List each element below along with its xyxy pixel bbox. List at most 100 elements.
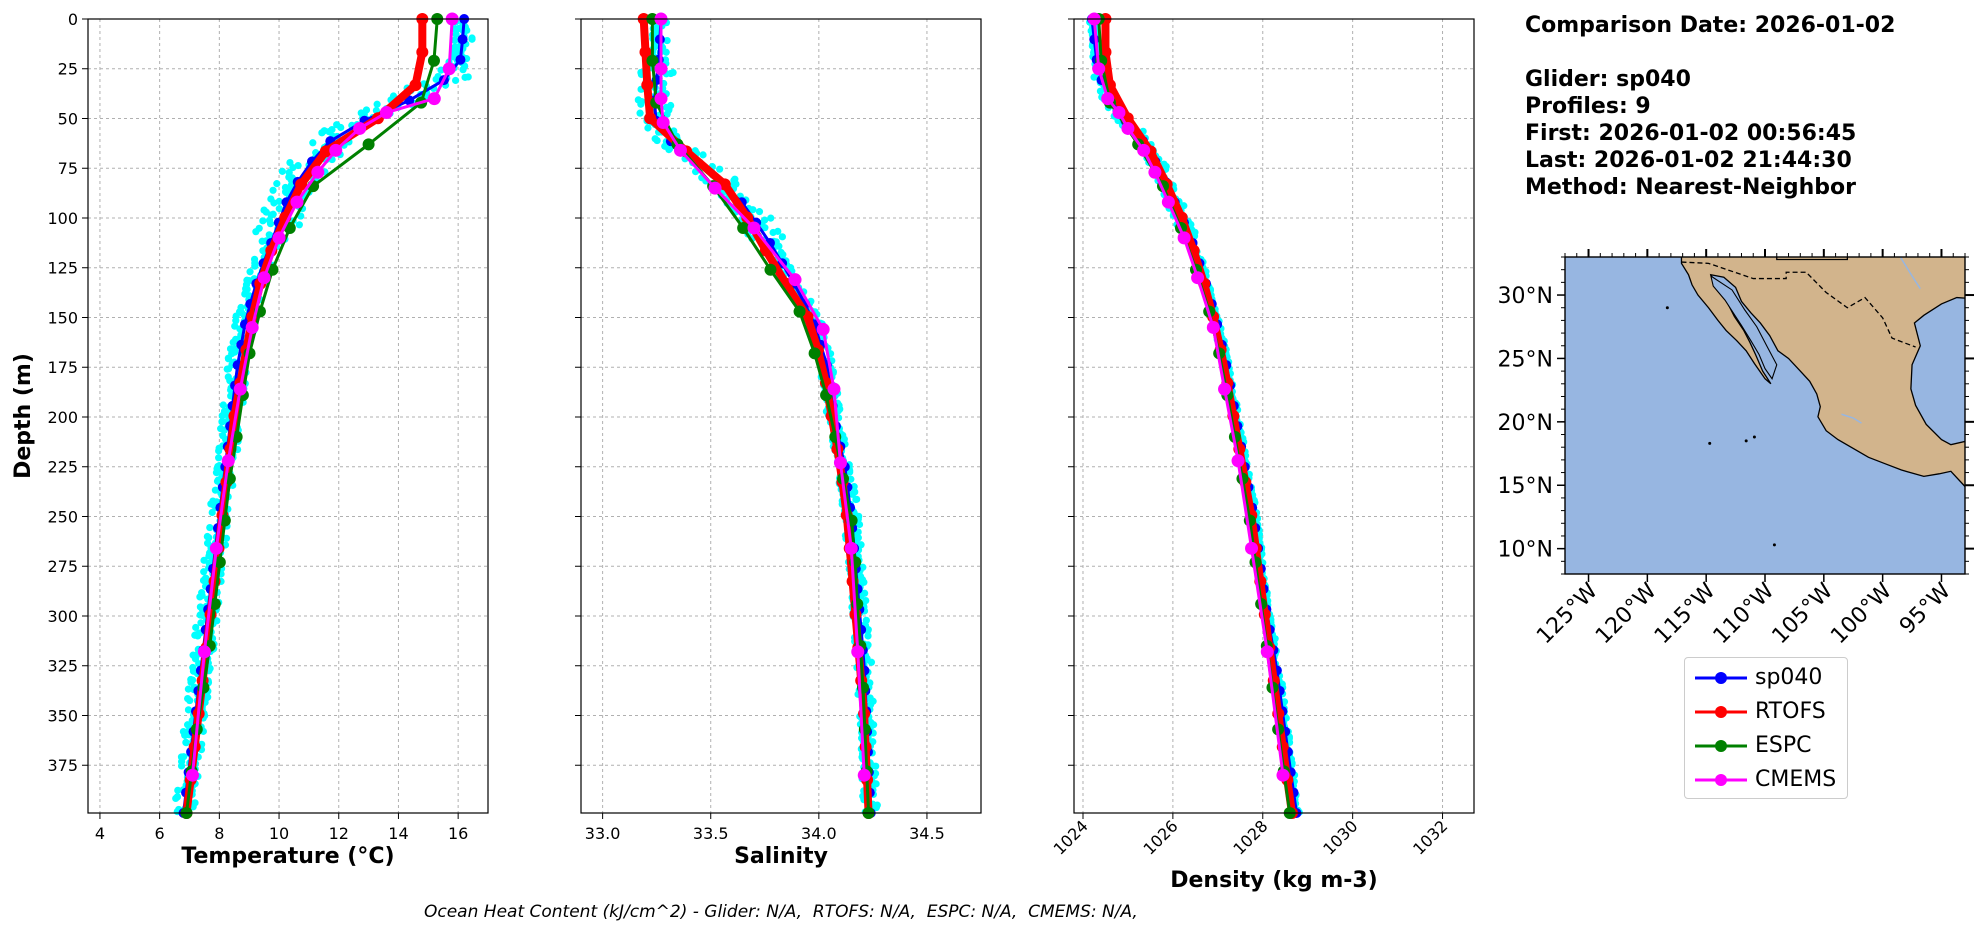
y-axis-label: Depth (m) xyxy=(11,353,36,479)
glider-raw-point xyxy=(452,30,460,38)
series-point xyxy=(737,221,750,234)
axes-frame xyxy=(1073,18,1475,814)
glider-raw-point xyxy=(258,237,266,245)
series-point xyxy=(427,54,440,67)
comparison-date: Comparison Date: 2026-01-02 xyxy=(1525,13,1896,38)
y-tick-label: 50 xyxy=(58,109,78,128)
glider-raw-point xyxy=(215,447,223,455)
glider-raw-point xyxy=(252,228,260,236)
glider-raw-point xyxy=(295,221,303,229)
glider-raw-point xyxy=(774,227,782,235)
x-tick-label: 34.0 xyxy=(801,824,837,843)
ohc-footer: Ocean Heat Content (kJ/cm^2) - Glider: N… xyxy=(424,902,1138,922)
series-point xyxy=(233,382,247,396)
series-point xyxy=(1137,143,1151,157)
y-tick-label: 250 xyxy=(47,507,78,526)
glider-raw-point xyxy=(223,365,231,373)
series-point xyxy=(290,195,304,209)
series-point xyxy=(747,221,761,235)
y-tick-label: 200 xyxy=(47,408,78,427)
map-lon-label: 115°W xyxy=(1650,578,1721,649)
x-tick-label: 8 xyxy=(214,824,224,843)
glider-raw-point xyxy=(177,762,186,770)
glider-raw-point xyxy=(318,129,326,137)
glider-raw-point xyxy=(644,124,652,132)
glider-raw-point xyxy=(275,205,283,213)
glider-raw-point xyxy=(850,483,858,491)
series-point xyxy=(654,92,668,106)
glider-raw-point xyxy=(450,36,459,44)
glider-raw-point xyxy=(192,623,200,632)
glider-raw-point xyxy=(309,139,317,147)
series-point xyxy=(1245,541,1259,555)
glider-raw-point xyxy=(208,508,216,517)
map-land-mainland xyxy=(1680,257,1965,488)
x-axis-label: Temperature (°C) xyxy=(181,844,394,869)
x-tick-label: 10 xyxy=(269,824,289,843)
series-point xyxy=(793,305,806,318)
y-tick-label: 75 xyxy=(58,159,78,178)
glider-raw-point xyxy=(468,35,476,43)
series-line xyxy=(1097,18,1292,814)
series-point xyxy=(1112,106,1126,120)
series-sp040 xyxy=(1086,14,1302,818)
glider-raw-point xyxy=(201,574,210,582)
y-tick-label: 225 xyxy=(47,458,78,477)
glider-raw-point xyxy=(218,418,226,426)
series-point xyxy=(319,145,332,158)
series-point xyxy=(197,645,211,659)
glider-raw-point xyxy=(665,104,673,113)
glider-raw-point xyxy=(219,401,227,409)
y-tick-label: 375 xyxy=(47,756,78,775)
glider-raw-point xyxy=(464,73,472,81)
series-point xyxy=(295,178,308,191)
series-line xyxy=(1092,18,1285,776)
series-point xyxy=(808,347,821,360)
legend-item-rtofs: RTOFS xyxy=(1685,694,1847,728)
series-line xyxy=(1090,18,1298,814)
glider-raw-point xyxy=(217,425,225,433)
legend-item-cmems: CMEMS xyxy=(1685,762,1847,796)
x-tick-label: 6 xyxy=(155,824,165,843)
series-point xyxy=(416,46,429,59)
last-time: Last: 2026-01-02 21:44:30 xyxy=(1525,148,1852,173)
map-gulf-of-california xyxy=(1710,274,1778,380)
series-line xyxy=(185,18,439,814)
legend-label: ESPC xyxy=(1755,733,1812,758)
glider-raw-point xyxy=(215,454,223,462)
glider-raw-point xyxy=(173,793,182,801)
glider-raw-point xyxy=(1096,87,1105,95)
series-point xyxy=(311,165,325,179)
y-tick-label: 100 xyxy=(47,209,78,228)
series-point xyxy=(1148,165,1162,179)
series-espc xyxy=(1092,13,1296,819)
info-block: Comparison Date: 2026-01-02 Glider: sp04… xyxy=(1525,12,1895,201)
series-point xyxy=(1206,320,1220,334)
glider-raw-point xyxy=(1090,73,1098,81)
glider-raw-point xyxy=(174,786,182,794)
glider-raw-point xyxy=(266,220,275,228)
series-point xyxy=(646,54,659,67)
series-point xyxy=(764,263,777,276)
series-point xyxy=(1276,768,1290,782)
series-point xyxy=(1218,382,1232,396)
map-island xyxy=(1744,439,1748,443)
series-point xyxy=(329,143,343,157)
glider-raw-point xyxy=(663,36,671,45)
series-point xyxy=(741,211,754,224)
x-tick-label: 12 xyxy=(329,824,349,843)
series-point xyxy=(1231,454,1245,468)
glider-raw-point xyxy=(213,617,221,625)
x-tick-label: 33.5 xyxy=(693,824,729,843)
series-point xyxy=(1260,645,1274,659)
map-lon-label: 110°W xyxy=(1709,578,1780,649)
profile-panel-1: 0 25 50 75 100 125 150 175 200 225 250 275 300 325 350… xyxy=(11,10,489,869)
series-point xyxy=(844,541,858,555)
series-point xyxy=(185,768,199,782)
y-tick-label: 125 xyxy=(47,259,78,278)
series-sp040 xyxy=(649,14,876,818)
glider-raw-point xyxy=(663,110,671,118)
series-point xyxy=(1177,231,1191,245)
glider-raw-point xyxy=(294,161,302,170)
